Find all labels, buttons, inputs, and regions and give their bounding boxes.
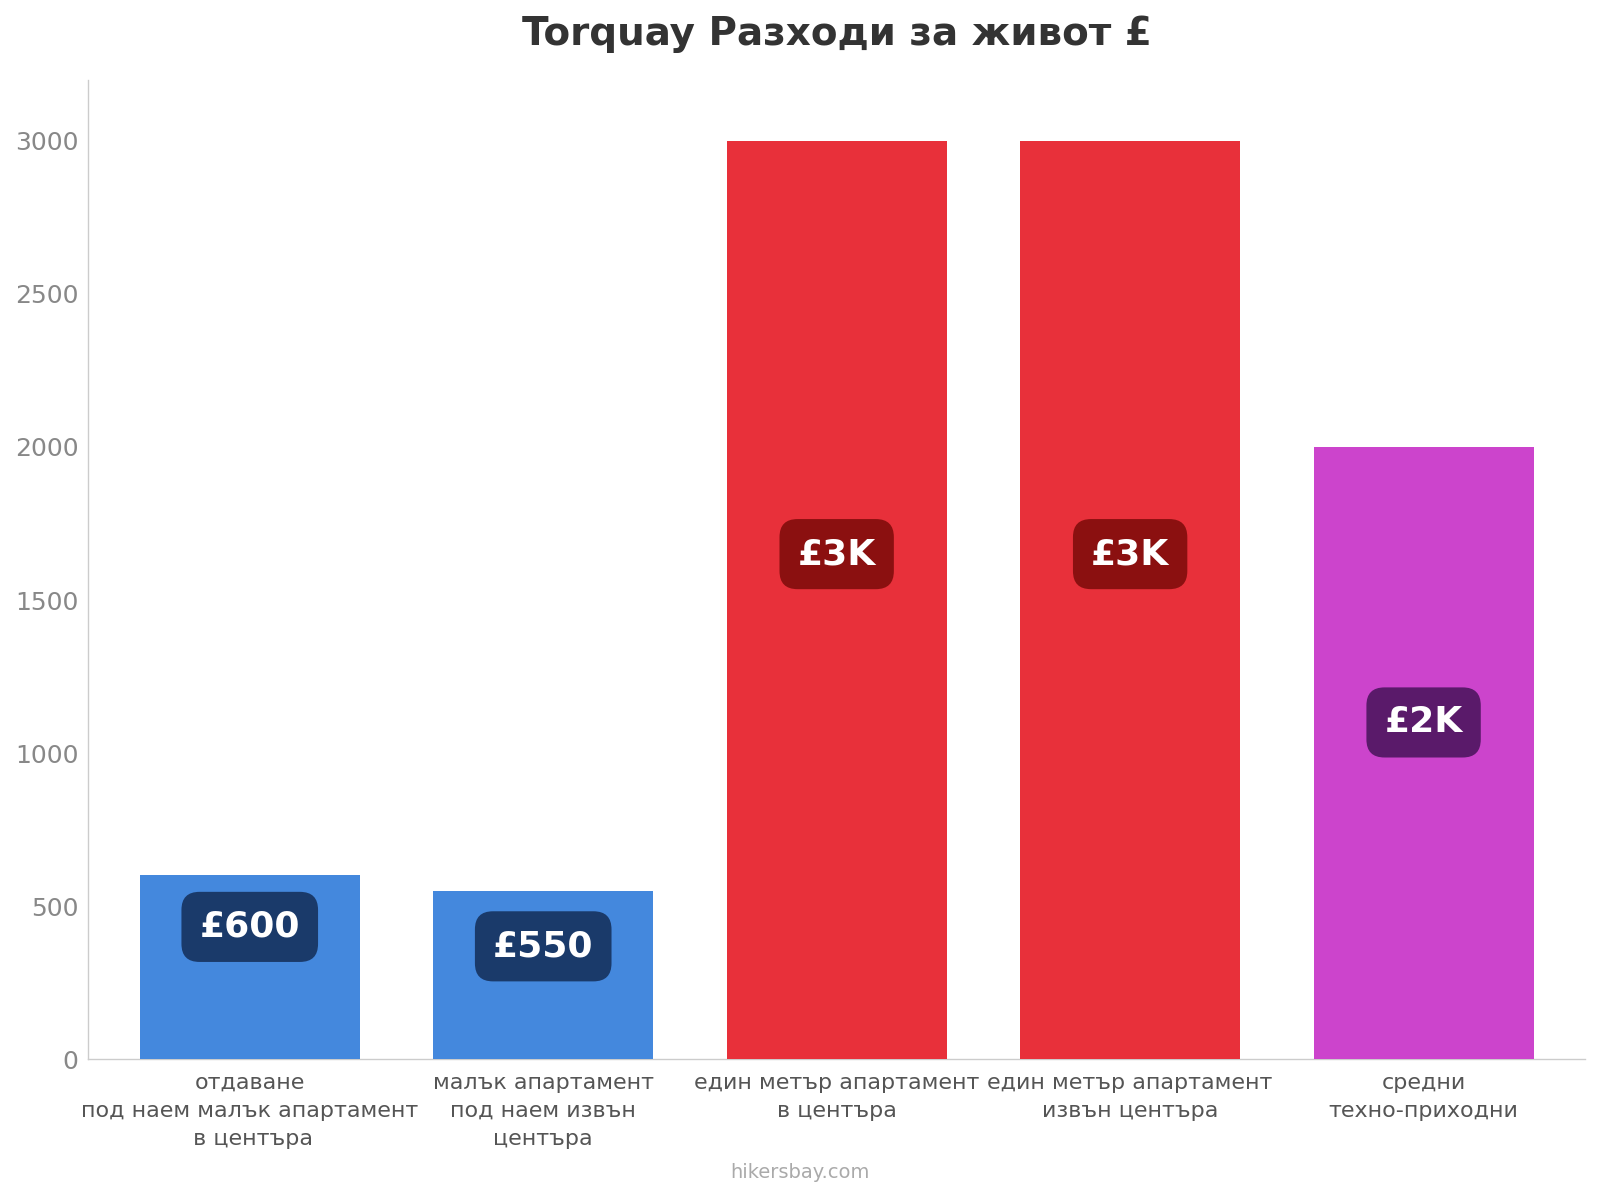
Bar — [434, 890, 653, 1060]
Text: hikersbay.com: hikersbay.com — [730, 1163, 870, 1182]
Text: £3K: £3K — [1091, 538, 1170, 571]
Text: £600: £600 — [200, 910, 301, 944]
Bar — [1314, 446, 1534, 1060]
Bar — [1021, 140, 1240, 1060]
Bar — [726, 140, 947, 1060]
Text: £3K: £3K — [797, 538, 875, 571]
Text: £2K: £2K — [1384, 706, 1462, 739]
Title: Torquay Разходи за живот £: Torquay Разходи за живот £ — [522, 14, 1152, 53]
Bar — [139, 876, 360, 1060]
Text: £550: £550 — [493, 929, 594, 964]
